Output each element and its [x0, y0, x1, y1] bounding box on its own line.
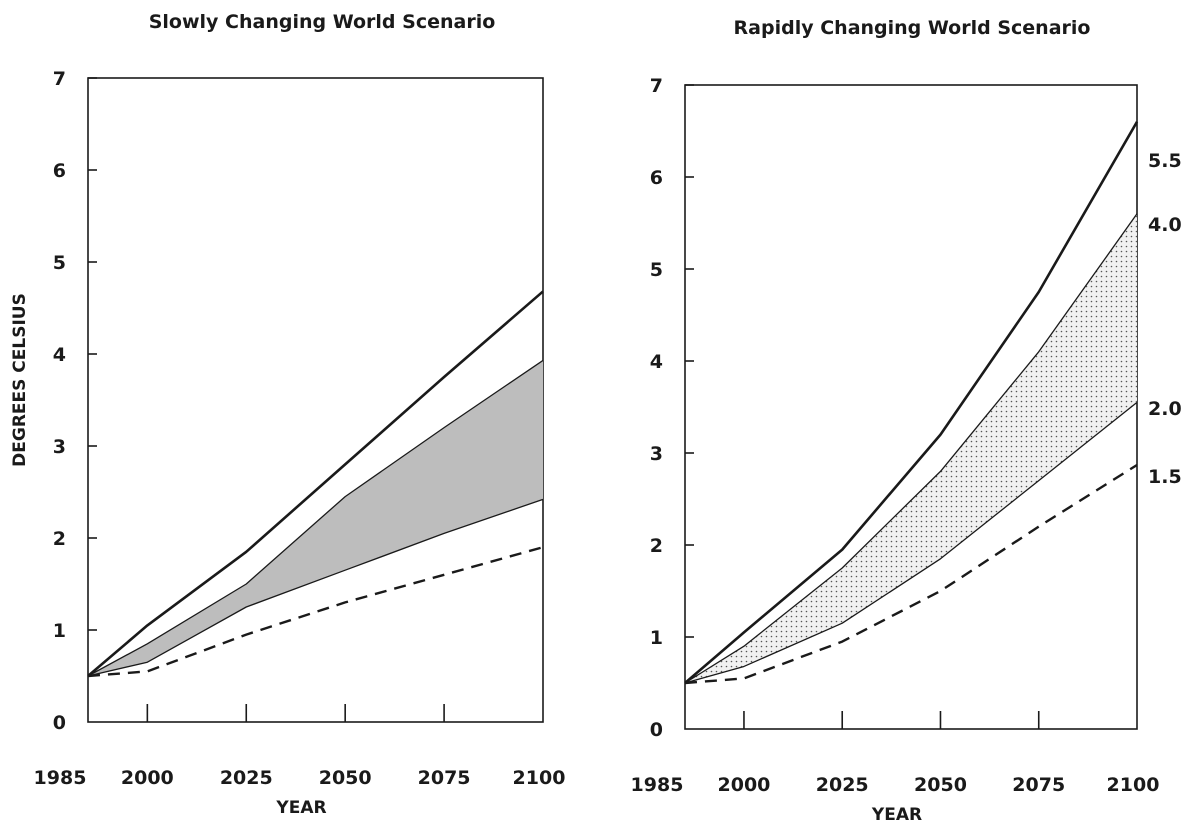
x-axis-label: YEAR: [275, 798, 326, 818]
y-tick-label: 6: [53, 160, 66, 182]
x-tick-label: 2075: [418, 767, 471, 789]
y-tick-label: 0: [650, 719, 663, 741]
x-tick-label: 2100: [1107, 774, 1160, 796]
plot-frame: [684, 84, 1138, 730]
series-line-band-upper: [87, 359, 544, 677]
x-tick-label: 2050: [319, 767, 372, 789]
x-tick-label: 2100: [513, 767, 566, 789]
y-tick-label: 1: [53, 620, 66, 642]
y-tick-label: 5: [53, 252, 66, 274]
y-tick-label: 3: [650, 443, 663, 465]
x-tick-label: 2025: [220, 767, 273, 789]
y-tick-label: 7: [650, 75, 663, 97]
chart-title: Rapidly Changing World Scenario: [734, 17, 1091, 39]
y-tick-label: 2: [53, 528, 66, 550]
y-tick-label: 3: [53, 436, 66, 458]
plot-frame: [87, 77, 544, 723]
y-tick-label: 5: [650, 259, 663, 281]
chart-panel-2: Rapidly Changing World Scenario 0 1 2 3 4 5 6 7 1…: [631, 17, 1182, 825]
uncertainty-band: [88, 360, 543, 676]
series-line-dashed: [87, 546, 544, 678]
x-tick-label: 2000: [718, 774, 771, 796]
series-line-band-upper: [684, 213, 1138, 684]
y-axis-label: DEGREES CELSIUS: [10, 293, 30, 467]
series-line-solid-bold: [87, 290, 544, 677]
x-tick-label: 1985: [631, 774, 684, 796]
y-tick-label: 6: [650, 167, 663, 189]
end-value-label: 4.0: [1148, 214, 1182, 236]
x-tick-label: 2000: [121, 767, 174, 789]
chart-panel-1: Slowly Changing World Scenario 0 1 2 3 4 5 6 7 19…: [10, 11, 565, 818]
series-line-dashed: [684, 463, 1138, 685]
y-tick-label: 7: [53, 68, 66, 90]
y-tick-label: 4: [650, 351, 663, 373]
end-value-label: 1.5: [1148, 466, 1182, 488]
x-tick-label: 2025: [816, 774, 869, 796]
series-line-band-lower: [684, 401, 1138, 684]
y-tick-label: 4: [53, 344, 66, 366]
y-tick-label: 1: [650, 627, 663, 649]
series-line-solid-bold: [684, 121, 1139, 684]
x-axis-label: YEAR: [871, 805, 922, 825]
x-tick-label: 2050: [914, 774, 967, 796]
x-tick-label: 1985: [34, 767, 87, 789]
end-value-label: 5.5: [1148, 150, 1182, 172]
y-tick-label: 0: [53, 712, 66, 734]
end-value-label: 2.0: [1148, 398, 1182, 420]
x-tick-label: 2075: [1012, 774, 1065, 796]
series-line-band-lower: [87, 498, 544, 677]
uncertainty-band: [685, 213, 1137, 684]
y-tick-label: 2: [650, 535, 663, 557]
chart-title: Slowly Changing World Scenario: [149, 11, 496, 33]
